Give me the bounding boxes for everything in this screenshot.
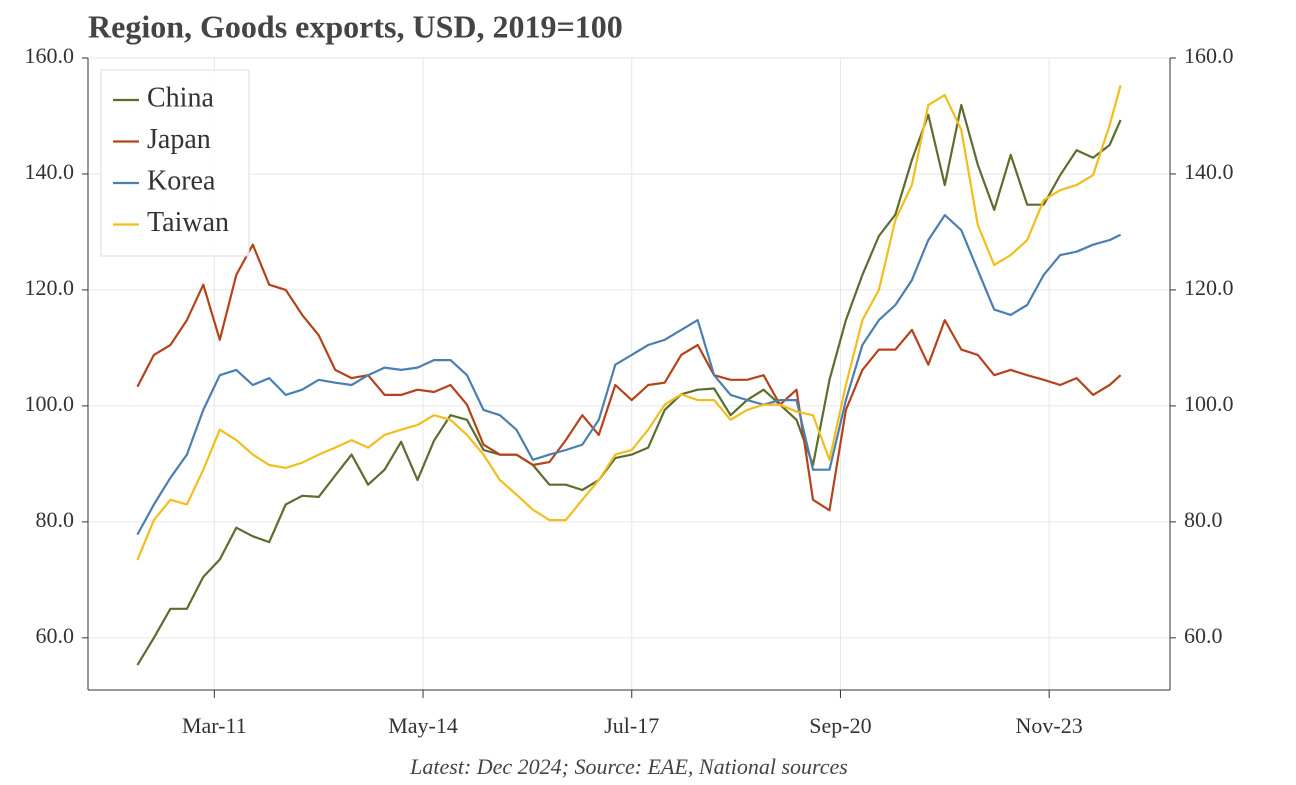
- series-line: [136, 214, 1122, 536]
- y-tick-label: 140.0: [25, 159, 75, 184]
- y2-tick-label: 100.0: [1184, 391, 1234, 416]
- legend-label: Japan: [147, 124, 211, 155]
- x-tick-label: Jul-17: [604, 713, 659, 738]
- y-tick-label: 160.0: [25, 43, 75, 68]
- x-tick-label: Mar-11: [182, 713, 247, 738]
- y-tick-label: 100.0: [25, 391, 75, 416]
- footer: Latest: Dec 2024; Source: EAE, National …: [409, 754, 848, 779]
- x-tick-label: Sep-20: [809, 713, 871, 738]
- chart-title: Region, Goods exports, USD, 2019=100: [88, 8, 623, 44]
- x-tick-label: Nov-23: [1016, 713, 1083, 738]
- y-tick-label: 60.0: [36, 623, 75, 648]
- legend-label: Korea: [147, 165, 216, 196]
- y2-tick-label: 60.0: [1184, 623, 1223, 648]
- series-line: [136, 103, 1122, 666]
- legend-label: China: [147, 82, 214, 113]
- y2-tick-label: 80.0: [1184, 507, 1223, 532]
- y-tick-label: 120.0: [25, 275, 75, 300]
- series-line: [136, 243, 1122, 512]
- y2-tick-label: 120.0: [1184, 275, 1234, 300]
- legend-label: Taiwan: [147, 207, 229, 238]
- series-line: [136, 85, 1122, 561]
- x-tick-label: May-14: [388, 713, 458, 738]
- y2-tick-label: 160.0: [1184, 43, 1234, 68]
- y2-tick-label: 140.0: [1184, 159, 1234, 184]
- y-tick-label: 80.0: [36, 507, 75, 532]
